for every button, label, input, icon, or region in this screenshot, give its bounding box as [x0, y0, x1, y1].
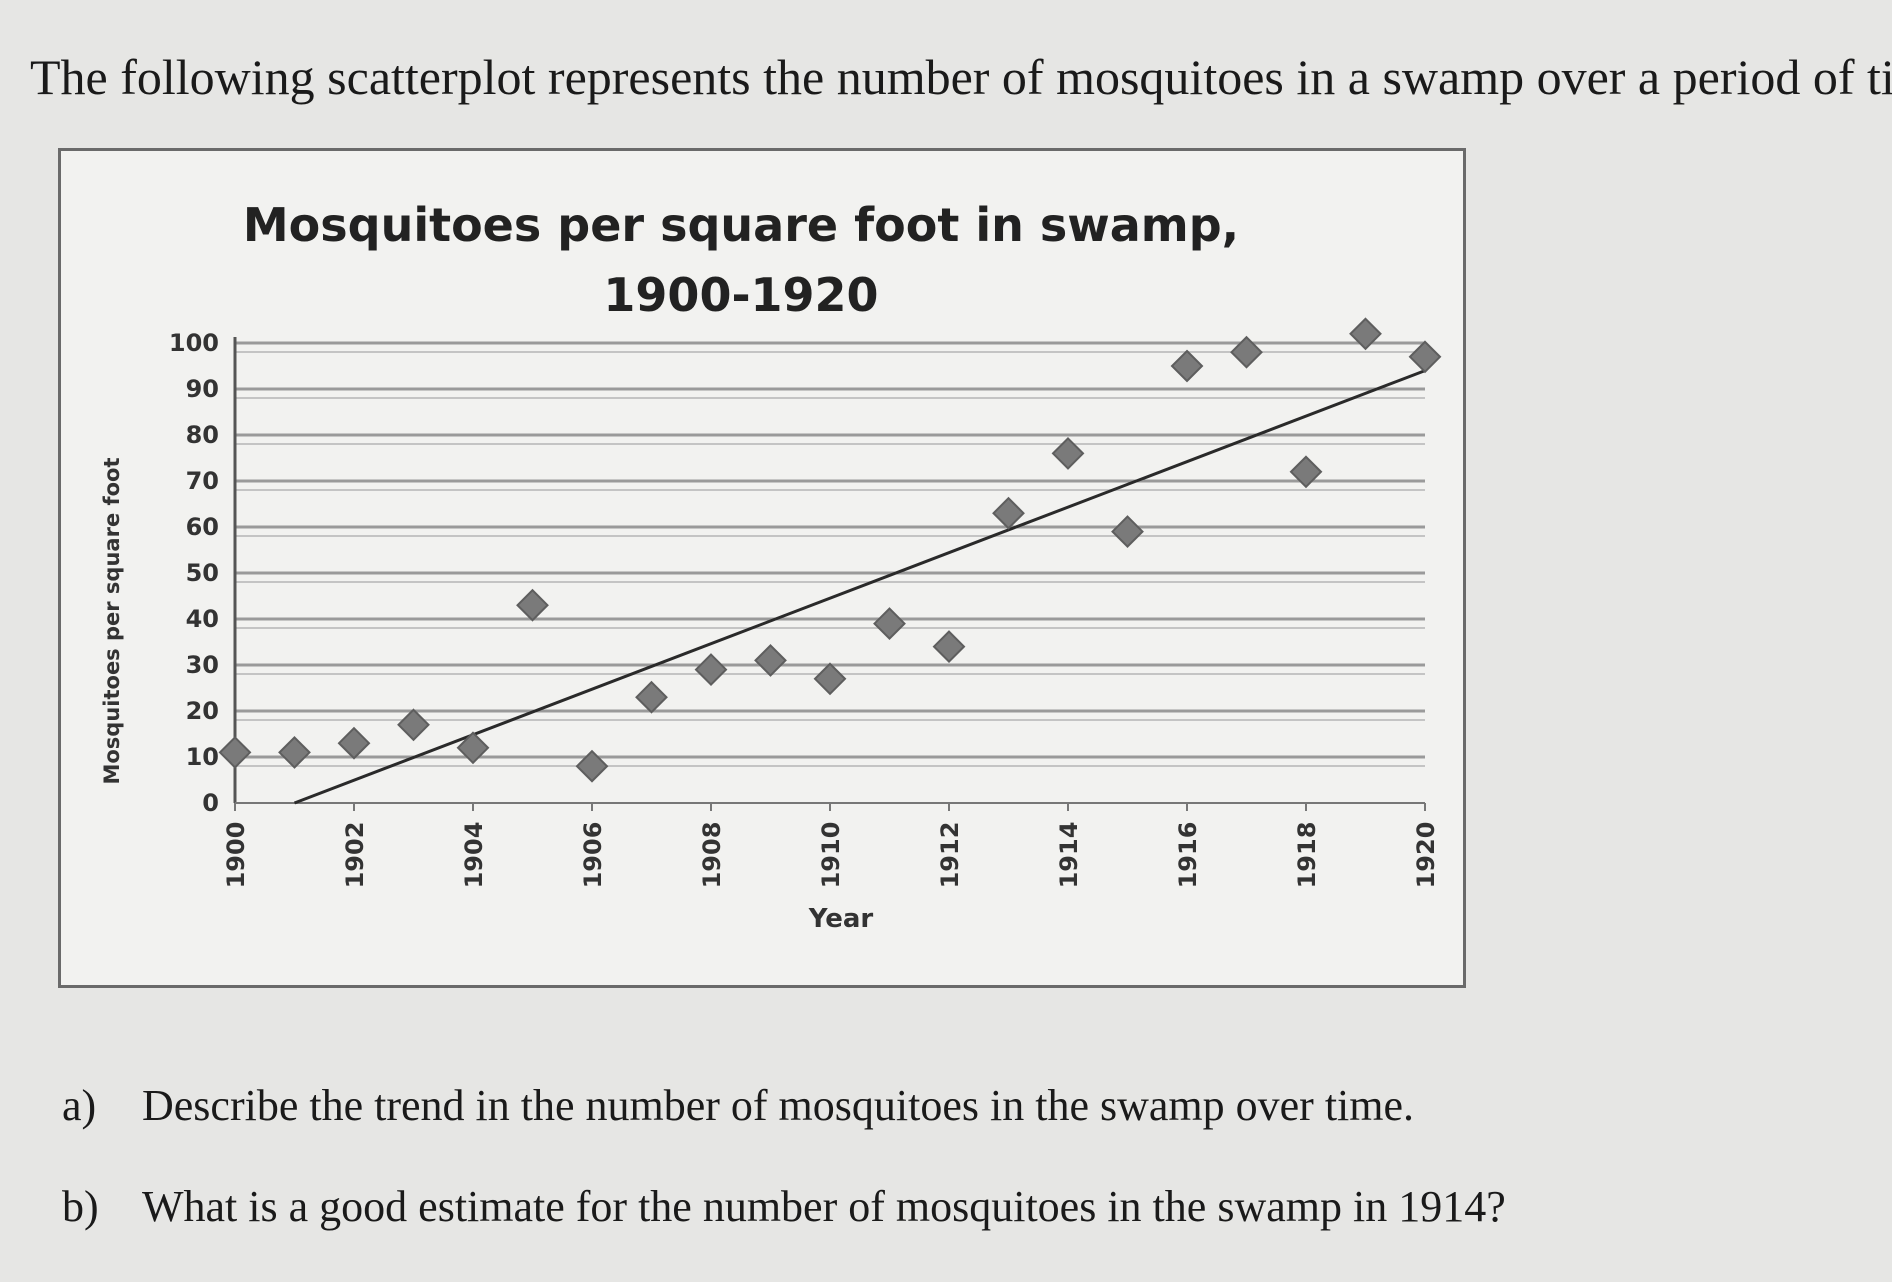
question-b-text: What is a good estimate for the number o…	[142, 1182, 1506, 1231]
x-tick-label-1918: 1918	[1293, 822, 1321, 889]
chart-frame: Mosquitoes per square foot in swamp, 190…	[58, 148, 1466, 988]
x-tick-label-1904: 1904	[460, 822, 488, 889]
data-point-1919	[1349, 317, 1382, 351]
data-point-1906	[575, 749, 609, 783]
y-tick-label-50: 50	[186, 559, 219, 587]
data-point-1907	[635, 680, 668, 714]
x-axis-title: Year	[808, 904, 874, 934]
y-tick-label-90: 90	[186, 375, 219, 403]
data-point-1902	[337, 726, 371, 760]
data-point-1911	[873, 607, 906, 641]
x-tick-label-1920: 1920	[1412, 822, 1440, 889]
data-point-1905	[516, 588, 549, 622]
data-point-1916	[1170, 349, 1204, 383]
data-point-1910	[813, 662, 847, 696]
gridlines	[235, 341, 1425, 767]
chart-title-line-1: Mosquitoes per square foot in swamp,	[243, 198, 1239, 252]
data-points	[218, 317, 1442, 783]
data-point-1912	[932, 630, 966, 664]
x-tick-label-1902: 1902	[341, 822, 369, 889]
x-tick-label-1908: 1908	[698, 822, 726, 889]
data-point-1920	[1408, 340, 1442, 374]
data-point-1900	[218, 735, 252, 769]
intro-text: The following scatterplot represents the…	[30, 49, 1892, 105]
data-point-1903	[397, 708, 430, 742]
chart-title-line-2: 1900-1920	[603, 268, 878, 322]
question-a: a) Describe the trend in the number of mo…	[62, 1080, 1506, 1131]
y-tick-label-20: 20	[186, 697, 219, 725]
y-tick-label-40: 40	[186, 605, 219, 633]
y-tick-label-30: 30	[186, 651, 219, 679]
x-tick-label-1906: 1906	[579, 822, 607, 889]
data-point-1904	[456, 731, 490, 765]
y-axis-title: Mosquitoes per square foot	[100, 457, 124, 784]
y-tick-label-60: 60	[186, 513, 219, 541]
y-tick-labels: 0 10 20 30 40 50 60 70 80 90 100	[169, 329, 219, 817]
question-b-letter: b)	[62, 1182, 99, 1231]
y-tick-label-80: 80	[186, 421, 219, 449]
trendline-layer	[293, 369, 1426, 805]
data-point-1915	[1111, 515, 1144, 549]
x-tick-label-1912: 1912	[936, 822, 964, 889]
question-a-letter: a)	[62, 1081, 97, 1130]
y-tick-label-10: 10	[186, 743, 219, 771]
data-point-1913	[992, 496, 1025, 530]
data-point-1901	[278, 735, 311, 769]
question-list: a) Describe the trend in the number of mo…	[62, 1080, 1506, 1282]
x-tick-label-1910: 1910	[817, 822, 845, 889]
x-tick-label-1914: 1914	[1055, 822, 1083, 889]
question-a-text: Describe the trend in the number of mosq…	[142, 1081, 1415, 1130]
axes	[233, 337, 1426, 811]
y-tick-label-70: 70	[186, 467, 219, 495]
y-tick-label-0: 0	[202, 789, 219, 817]
data-point-1918	[1289, 455, 1323, 489]
data-point-1917	[1230, 335, 1263, 369]
trendline	[293, 369, 1426, 805]
data-point-1909	[754, 643, 787, 677]
scatter-chart: Mosquitoes per square foot in swamp, 190…	[100, 198, 1442, 934]
x-tick-labels: 1900 1902 1904 1906 1908 1910 1912 1914 1916 1918…	[222, 822, 1440, 889]
question-b: b) What is a good estimate for the number…	[62, 1181, 1506, 1232]
y-tick-label-100: 100	[169, 329, 219, 357]
data-point-1914	[1051, 436, 1085, 470]
x-tick-label-1916: 1916	[1174, 822, 1202, 889]
data-point-1908	[694, 653, 728, 687]
x-tick-label-1900: 1900	[222, 822, 250, 889]
